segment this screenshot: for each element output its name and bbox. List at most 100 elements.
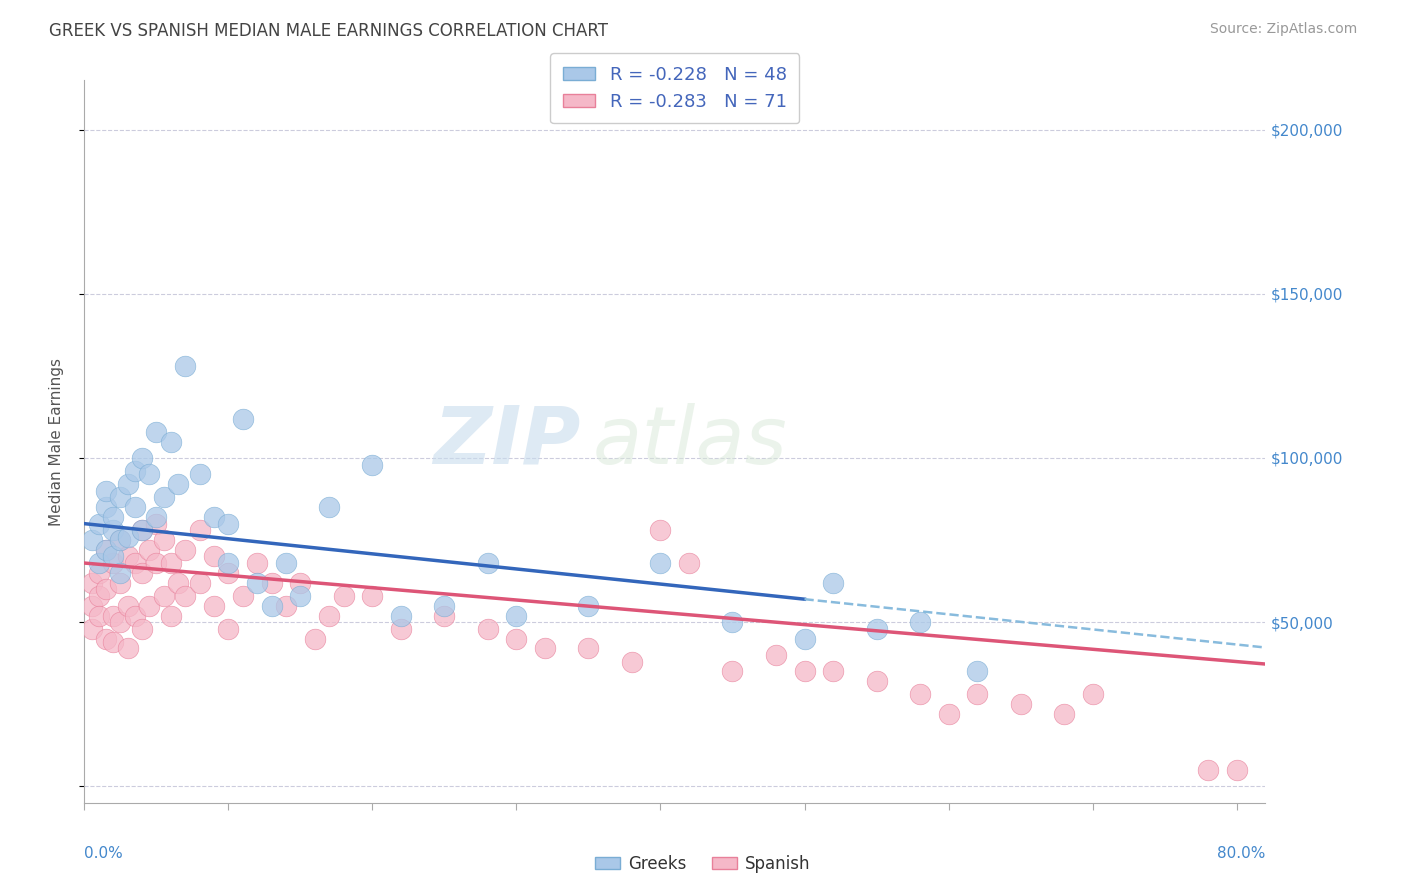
Point: [1053, 707, 1076, 722]
Point: [124, 500, 146, 515]
Point: [145, 510, 167, 524]
Point: [101, 608, 124, 623]
Point: [361, 458, 384, 472]
Point: [620, 655, 643, 669]
Point: [721, 665, 744, 679]
Point: [202, 549, 225, 564]
Point: [145, 556, 167, 570]
Point: [167, 575, 190, 590]
Point: [80, 533, 103, 547]
Point: [159, 608, 181, 623]
Point: [217, 516, 239, 531]
Text: Source: ZipAtlas.com: Source: ZipAtlas.com: [1209, 22, 1357, 37]
Point: [110, 566, 132, 580]
Point: [721, 615, 744, 630]
Point: [202, 510, 225, 524]
Point: [80, 575, 103, 590]
Legend: R = -0.228   N = 48, R = -0.283   N = 71: R = -0.228 N = 48, R = -0.283 N = 71: [550, 54, 800, 123]
Text: 80.0%: 80.0%: [1218, 847, 1265, 861]
Point: [110, 575, 132, 590]
Point: [124, 608, 146, 623]
Point: [274, 556, 297, 570]
Point: [152, 533, 174, 547]
Point: [188, 523, 211, 537]
Point: [1197, 763, 1219, 777]
Point: [101, 523, 124, 537]
Point: [318, 500, 340, 515]
Point: [110, 533, 132, 547]
Y-axis label: Median Male Earnings: Median Male Earnings: [49, 358, 63, 525]
Point: [217, 556, 239, 570]
Point: [131, 450, 153, 465]
Point: [578, 641, 600, 656]
Point: [94, 582, 117, 597]
Point: [823, 665, 845, 679]
Point: [117, 599, 139, 613]
Point: [152, 491, 174, 505]
Point: [94, 500, 117, 515]
Point: [131, 523, 153, 537]
Point: [152, 589, 174, 603]
Point: [159, 556, 181, 570]
Point: [389, 608, 412, 623]
Text: ZIP: ZIP: [433, 402, 581, 481]
Point: [138, 542, 160, 557]
Point: [477, 556, 499, 570]
Point: [793, 632, 815, 646]
Point: [87, 566, 110, 580]
Point: [793, 665, 815, 679]
Point: [101, 510, 124, 524]
Point: [246, 575, 269, 590]
Point: [433, 608, 456, 623]
Point: [232, 411, 254, 425]
Point: [94, 632, 117, 646]
Point: [131, 523, 153, 537]
Point: [332, 589, 354, 603]
Text: atlas: atlas: [592, 402, 787, 481]
Point: [145, 425, 167, 439]
Point: [361, 589, 384, 603]
Point: [433, 599, 456, 613]
Point: [260, 575, 283, 590]
Point: [217, 566, 239, 580]
Point: [87, 556, 110, 570]
Point: [80, 622, 103, 636]
Point: [1226, 763, 1249, 777]
Point: [145, 516, 167, 531]
Point: [865, 674, 887, 689]
Point: [865, 622, 887, 636]
Point: [101, 635, 124, 649]
Point: [232, 589, 254, 603]
Point: [138, 467, 160, 482]
Point: [505, 608, 527, 623]
Point: [101, 549, 124, 564]
Point: [117, 549, 139, 564]
Point: [117, 477, 139, 491]
Point: [260, 599, 283, 613]
Point: [477, 622, 499, 636]
Point: [174, 589, 197, 603]
Point: [246, 556, 269, 570]
Point: [87, 589, 110, 603]
Point: [117, 641, 139, 656]
Point: [938, 707, 960, 722]
Point: [202, 599, 225, 613]
Point: [908, 687, 931, 701]
Point: [101, 556, 124, 570]
Point: [578, 599, 600, 613]
Point: [87, 516, 110, 531]
Point: [389, 622, 412, 636]
Point: [650, 523, 672, 537]
Point: [505, 632, 527, 646]
Point: [966, 687, 988, 701]
Point: [188, 575, 211, 590]
Point: [159, 434, 181, 449]
Point: [94, 483, 117, 498]
Point: [217, 622, 239, 636]
Point: [966, 665, 988, 679]
Point: [131, 566, 153, 580]
Point: [131, 622, 153, 636]
Point: [110, 615, 132, 630]
Legend: Greeks, Spanish: Greeks, Spanish: [589, 848, 817, 880]
Point: [167, 477, 190, 491]
